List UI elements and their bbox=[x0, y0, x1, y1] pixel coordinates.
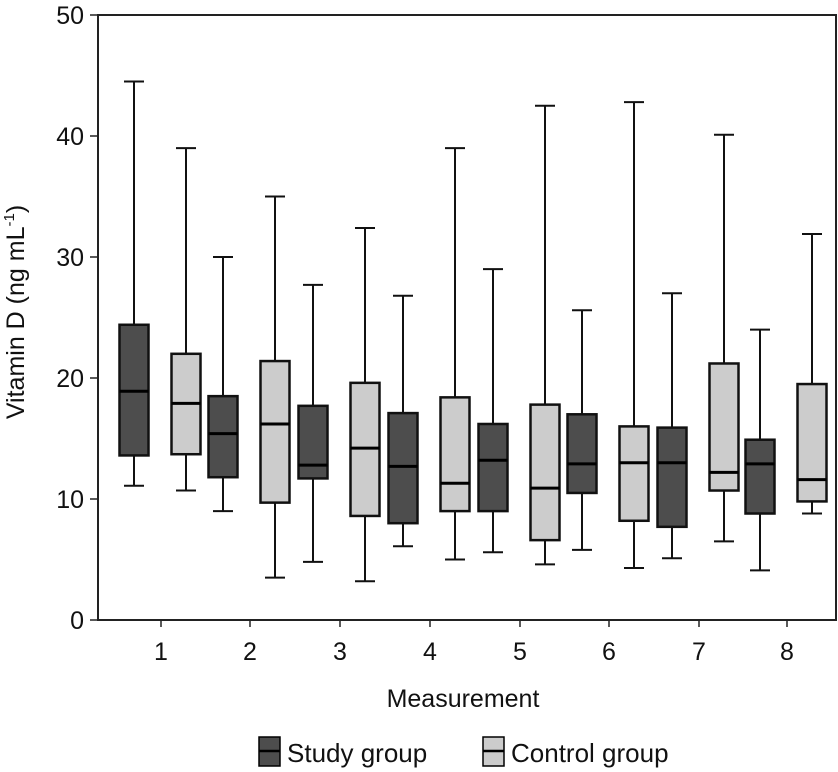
box bbox=[566, 413, 598, 495]
x-tick-label: 8 bbox=[780, 638, 794, 666]
box-group bbox=[566, 309, 598, 551]
box bbox=[259, 359, 291, 504]
box-marks bbox=[118, 80, 828, 583]
box-group bbox=[796, 233, 828, 515]
box-group bbox=[170, 147, 202, 492]
x-tick-label: 3 bbox=[333, 638, 347, 666]
box bbox=[439, 396, 471, 513]
box-group bbox=[297, 283, 329, 563]
y-tick-label: 20 bbox=[56, 365, 84, 393]
axes: 0 10 20 30 40 50 1 2 3 4 5 6 7 8 bbox=[56, 2, 837, 666]
y-tick-label: 0 bbox=[70, 607, 84, 635]
box bbox=[618, 425, 650, 523]
legend-label-control: Control group bbox=[511, 738, 669, 768]
y-axis-title-main: Vitamin D (ng mL bbox=[2, 226, 30, 419]
box-group bbox=[656, 292, 688, 560]
legend-label-study: Study group bbox=[287, 738, 427, 768]
x-tick-label: 4 bbox=[423, 638, 437, 666]
box bbox=[529, 403, 561, 542]
box bbox=[297, 404, 329, 480]
box-group bbox=[349, 226, 381, 583]
box bbox=[207, 394, 239, 479]
box-group bbox=[387, 294, 419, 548]
y-tick-label: 50 bbox=[56, 2, 84, 30]
x-tick-label: 6 bbox=[602, 638, 616, 666]
box-group bbox=[259, 195, 291, 579]
box-group bbox=[529, 104, 561, 566]
box bbox=[477, 422, 509, 513]
box-group bbox=[118, 80, 150, 487]
x-axis-title: Measurement bbox=[387, 685, 540, 713]
box-group bbox=[618, 101, 650, 569]
x-tick-label: 7 bbox=[692, 638, 706, 666]
y-axis-title-superscript: -1 bbox=[1, 213, 18, 226]
box bbox=[387, 411, 419, 525]
y-tick-label: 40 bbox=[56, 123, 84, 151]
box bbox=[796, 382, 828, 503]
box-group bbox=[207, 256, 239, 513]
legend-item-study: Study group bbox=[258, 736, 427, 768]
y-tick-label: 30 bbox=[56, 244, 84, 272]
legend: Study group Control group bbox=[258, 736, 669, 768]
box-group bbox=[477, 268, 509, 554]
box bbox=[744, 438, 776, 515]
plot-frame bbox=[97, 14, 837, 621]
x-tick-label: 2 bbox=[243, 638, 257, 666]
box-group bbox=[708, 133, 740, 543]
box-group bbox=[439, 147, 471, 561]
box bbox=[708, 362, 740, 492]
box bbox=[656, 426, 688, 529]
legend-item-control: Control group bbox=[482, 736, 669, 768]
x-tick-label: 5 bbox=[513, 638, 527, 666]
y-tick-label: 10 bbox=[56, 486, 84, 514]
box-group bbox=[744, 328, 776, 572]
y-axis-title: Vitamin D (ng mL-1) bbox=[1, 205, 30, 419]
y-axis-title-close: ) bbox=[2, 205, 30, 213]
x-tick-label: 1 bbox=[154, 638, 168, 666]
